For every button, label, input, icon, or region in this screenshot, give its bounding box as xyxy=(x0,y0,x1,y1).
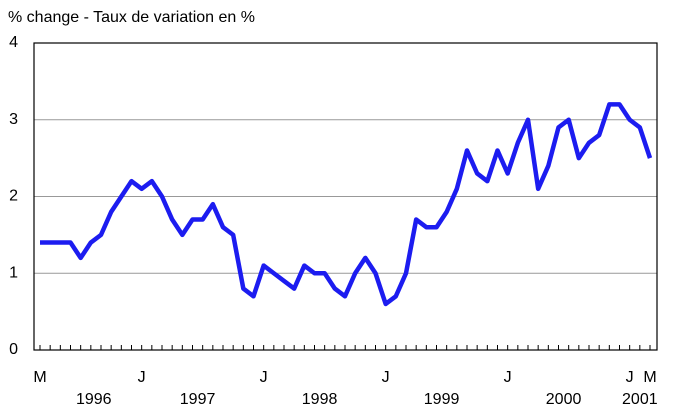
year-label: 2001 xyxy=(622,391,658,408)
year-label: 1996 xyxy=(76,391,112,408)
year-label: 2000 xyxy=(546,391,582,408)
y-tick-label: 1 xyxy=(9,264,18,281)
x-tick-label: J xyxy=(138,369,146,386)
x-tick-label: J xyxy=(504,369,512,386)
x-tick-label: J xyxy=(382,369,390,386)
data-line xyxy=(40,102,653,307)
x-tick-label: M xyxy=(643,369,656,386)
x-tick-label: J xyxy=(260,369,268,386)
y-tick-label: 0 xyxy=(9,341,18,358)
year-label: 1997 xyxy=(180,391,216,408)
y-tick-label: 2 xyxy=(9,188,18,205)
x-tick-label: J xyxy=(626,369,634,386)
y-tick-label: 4 xyxy=(9,34,18,51)
year-label: 1999 xyxy=(424,391,460,408)
chart-title: % change - Taux de variation en % xyxy=(8,9,255,26)
x-tick-label: M xyxy=(33,369,46,386)
year-label: 1998 xyxy=(302,391,338,408)
y-tick-label: 3 xyxy=(9,111,18,128)
